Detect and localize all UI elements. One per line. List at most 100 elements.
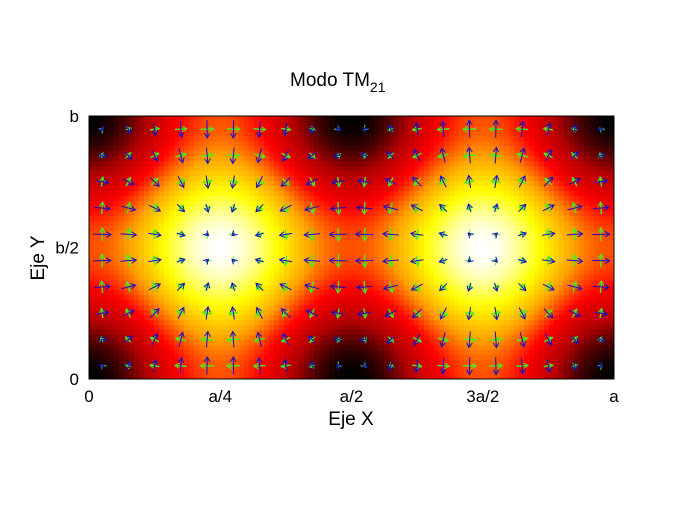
- heat-cell: [174, 344, 180, 350]
- heat-cell: [284, 170, 290, 177]
- heat-cell: [479, 269, 485, 276]
- heat-cell: [369, 145, 375, 152]
- heat-cell: [109, 279, 115, 286]
- heat-cell: [314, 264, 320, 271]
- heat-cell: [254, 160, 260, 167]
- heat-cell: [534, 364, 540, 370]
- heat-cell: [404, 264, 410, 271]
- heat-cell: [109, 135, 115, 142]
- heat-cell: [314, 269, 320, 276]
- heat-cell: [374, 205, 380, 211]
- heat-cell: [489, 175, 495, 182]
- heat-cell: [514, 309, 520, 316]
- heat-cell: [419, 170, 425, 177]
- heat-cell: [229, 314, 235, 321]
- heat-cell: [374, 344, 380, 350]
- heat-cell: [434, 165, 440, 172]
- heat-cell: [374, 274, 380, 281]
- heat-cell: [194, 364, 200, 370]
- heat-cell: [449, 140, 455, 147]
- heat-cell: [379, 200, 385, 206]
- heat-cell: [489, 374, 495, 379]
- heat-cell: [304, 324, 310, 330]
- heat-cell: [529, 334, 535, 340]
- heat-cell: [264, 190, 270, 196]
- heat-cell: [124, 264, 130, 271]
- heat-cell: [559, 344, 565, 350]
- heat-cell: [489, 369, 495, 375]
- heat-cell: [149, 210, 155, 216]
- heat-cell: [224, 230, 230, 236]
- heat-cell: [329, 165, 335, 172]
- heat-cell: [429, 264, 435, 271]
- heat-cell: [394, 150, 400, 157]
- heat-cell: [339, 294, 345, 301]
- heat-cell: [394, 205, 400, 211]
- heat-cell: [174, 259, 180, 266]
- heat-cell: [269, 284, 275, 291]
- heat-cell: [314, 135, 320, 142]
- heat-cell: [244, 364, 250, 370]
- heat-cell: [174, 249, 180, 256]
- heat-cell: [164, 319, 170, 326]
- heat-cell: [519, 304, 525, 311]
- heat-cell: [374, 309, 380, 316]
- heat-cell: [89, 319, 95, 326]
- heat-cell: [299, 170, 305, 177]
- heat-cell: [219, 309, 225, 316]
- heat-cell: [134, 185, 140, 192]
- heat-cell: [279, 210, 285, 216]
- heat-cell: [504, 220, 510, 226]
- heat-cell: [504, 230, 510, 236]
- heat-cell: [184, 225, 190, 231]
- heat-cell: [444, 294, 450, 301]
- heat-cell: [474, 359, 480, 365]
- heat-cell: [344, 230, 350, 236]
- heat-cell: [469, 249, 475, 256]
- heat-cell: [309, 215, 315, 221]
- heat-cell: [369, 230, 375, 236]
- heat-cell: [349, 249, 355, 256]
- heat-cell: [239, 245, 245, 251]
- heat-cell: [374, 240, 380, 246]
- heat-cell: [129, 195, 135, 201]
- heat-cell: [529, 339, 535, 345]
- heat-cell: [234, 269, 240, 276]
- heat-cell: [504, 349, 510, 355]
- heat-cell: [324, 314, 330, 321]
- heat-cell: [329, 140, 335, 147]
- heat-cell: [124, 354, 130, 360]
- heat-cell: [409, 230, 415, 236]
- heat-cell: [474, 180, 480, 187]
- heat-cell: [509, 284, 515, 291]
- heat-cell: [414, 190, 420, 196]
- heat-cell: [514, 180, 520, 187]
- heat-cell: [464, 140, 470, 147]
- heat-cell: [554, 175, 560, 182]
- heat-cell: [454, 120, 460, 127]
- heat-cell: [444, 130, 450, 137]
- heat-cell: [494, 116, 500, 122]
- heat-cell: [539, 284, 545, 291]
- heat-cell: [294, 135, 300, 142]
- heat-cell: [354, 160, 360, 167]
- heat-cell: [374, 299, 380, 306]
- heat-cell: [174, 235, 180, 241]
- heat-cell: [154, 354, 160, 360]
- heat-cell: [369, 369, 375, 375]
- heat-cell: [104, 160, 110, 167]
- heat-cell: [164, 160, 170, 167]
- heat-cell: [509, 294, 515, 301]
- heat-cell: [319, 374, 325, 379]
- heat-cell: [509, 279, 515, 286]
- heat-cell: [459, 249, 465, 256]
- heat-cell: [449, 354, 455, 360]
- heat-cell: [269, 339, 275, 345]
- heat-cell: [154, 220, 160, 226]
- heat-cell: [409, 180, 415, 187]
- heat-cell: [394, 289, 400, 296]
- heat-cell: [419, 284, 425, 291]
- heat-cell: [169, 294, 175, 301]
- heat-cell: [554, 304, 560, 311]
- heat-cell: [219, 314, 225, 321]
